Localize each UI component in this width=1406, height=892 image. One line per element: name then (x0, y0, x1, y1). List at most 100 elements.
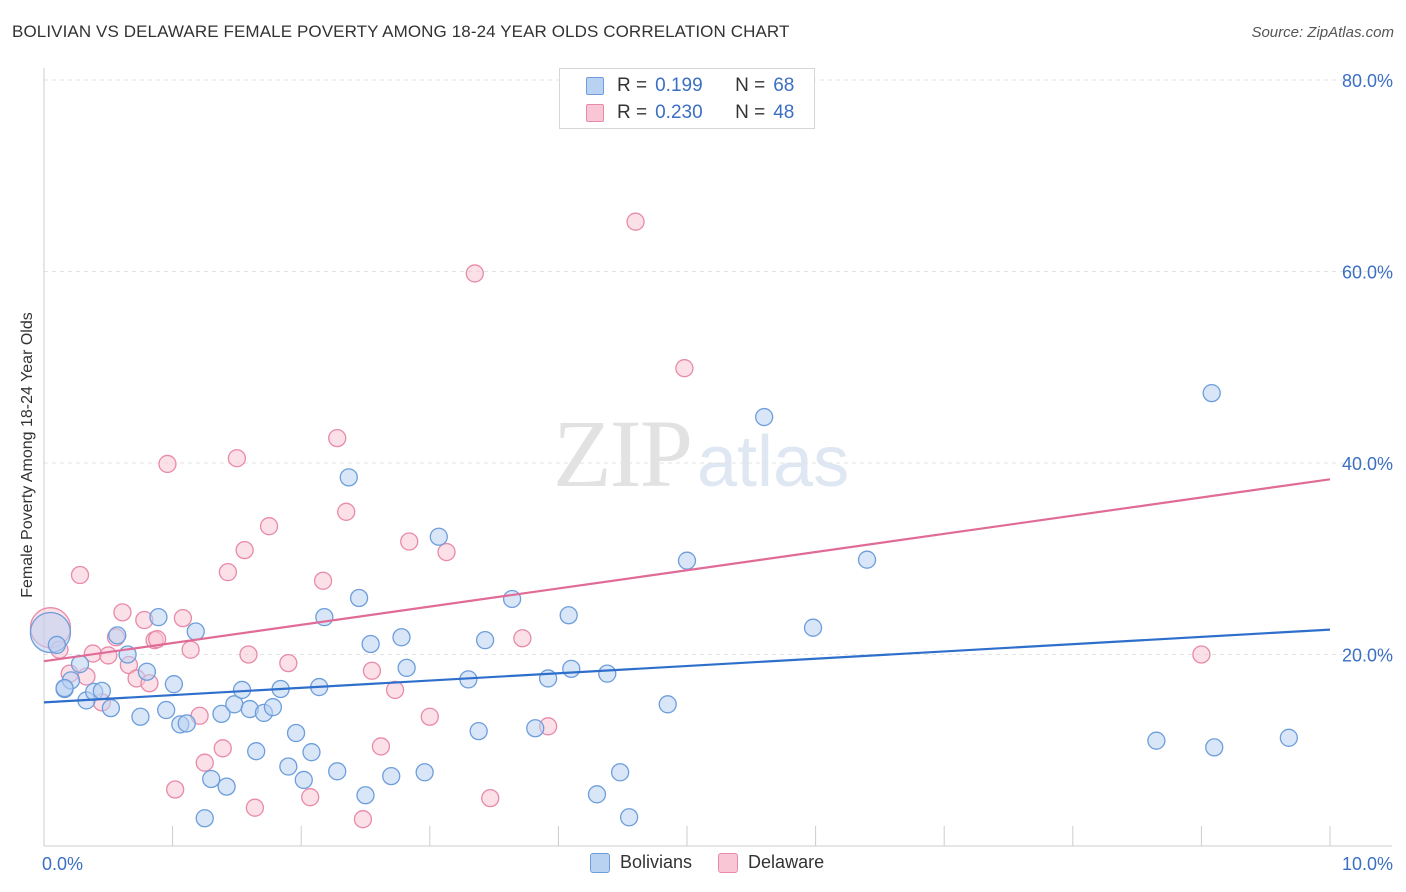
bolivians-point (108, 626, 127, 645)
delaware-point (70, 565, 90, 585)
legend-row-delaware: R = 0.230 N = 48 (586, 101, 794, 125)
stats-legend: R = 0.199 N = 68 R = 0.230 N = 48 (559, 68, 815, 129)
y-tick-label: 80.0% (1342, 71, 1393, 91)
bolivians-point (217, 777, 236, 796)
delaware-point (481, 788, 500, 808)
watermark: ZIPatlas (553, 398, 849, 509)
bolivians-point (587, 785, 607, 804)
bolivians-point (92, 681, 112, 701)
bolivians-point (70, 654, 90, 674)
grid-lines (44, 79, 1392, 655)
bolivians-point (1205, 738, 1224, 757)
bolivians-point (177, 714, 196, 733)
delaware-point (148, 630, 167, 649)
delaware-point (218, 563, 238, 582)
bolivians-point (328, 762, 347, 781)
legend-r-label: R = (617, 75, 648, 96)
bolivians-point (157, 700, 176, 720)
bolivians-point (562, 659, 581, 679)
legend-n-value: 48 (773, 102, 795, 123)
delaware-point (337, 502, 356, 521)
delaware-point (437, 542, 456, 562)
legend-n-value: 68 (773, 75, 795, 96)
bolivians-point (131, 707, 150, 726)
delaware-point (353, 810, 373, 829)
bolivians-point (47, 635, 67, 655)
bolivians-point (247, 742, 266, 761)
bolivians-point (286, 723, 306, 743)
delaware-point (400, 532, 419, 551)
bolivians-point (349, 588, 369, 608)
delaware-point (113, 603, 132, 622)
bolivians-point (1147, 731, 1166, 750)
bolivians-point (55, 678, 74, 698)
bolivians-point (559, 606, 578, 625)
bolivians-point (397, 658, 416, 678)
bolivians-point (1279, 728, 1298, 747)
legend-item-bolivians[interactable]: Bolivians (590, 852, 692, 873)
bolivians-point (339, 468, 358, 487)
x-tick-label: 10.0% (1342, 854, 1393, 874)
bolivians-point (857, 550, 877, 569)
y-tick-label: 20.0% (1342, 646, 1393, 666)
legend-n-label: N = (735, 102, 766, 123)
bolivians-point (361, 634, 380, 654)
legend-n-label: N = (735, 75, 766, 96)
bolivians-point (302, 743, 321, 762)
bolivians-trend-line (43, 628, 1331, 704)
legend-row-bolivians: R = 0.199 N = 68 (586, 74, 794, 98)
bolivians-point (195, 809, 214, 828)
bolivians-point (202, 769, 221, 789)
delaware-point (245, 798, 265, 817)
bolivians-point (658, 695, 677, 714)
bolivians-point (294, 770, 313, 790)
delaware-trend-line (43, 478, 1331, 663)
bolivians-point (1202, 383, 1221, 403)
legend-label-bolivians: Bolivians (620, 852, 693, 872)
delaware-point (99, 646, 118, 665)
legend-swatch-delaware (718, 852, 739, 873)
delaware-point (301, 788, 320, 807)
chart-source: Source: ZipAtlas.com (1251, 24, 1394, 41)
delaware-point (328, 428, 347, 448)
delaware-points (29, 212, 1211, 829)
legend-r-value: 0.230 (655, 102, 703, 123)
y-tick-label: 40.0% (1342, 454, 1393, 474)
bolivians-point (619, 808, 639, 827)
delaware-point (675, 359, 694, 378)
bolivians-points (29, 383, 1298, 828)
delaware-point (239, 645, 258, 664)
bolivians-point (392, 628, 411, 647)
delaware-point (371, 737, 391, 756)
tick-labels: 20.0% 40.0% 60.0% 80.0% 0.0% 10.0% (42, 71, 1393, 874)
delaware-point (362, 661, 382, 680)
legend-label-delaware: Delaware (748, 852, 825, 872)
chart-title: BOLIVIAN VS DELAWARE FEMALE POVERTY AMON… (12, 22, 790, 41)
y-tick-label: 60.0% (1342, 263, 1393, 283)
bolivians-point (598, 664, 617, 683)
bolivians-point (803, 618, 823, 637)
delaware-point (181, 640, 200, 659)
watermark-atlas: atlas (697, 422, 850, 502)
delaware-point (313, 571, 333, 590)
delaware-point (227, 449, 247, 468)
bolivians-point (475, 630, 495, 650)
bolivians-point (263, 698, 283, 717)
bolivians-point (755, 407, 774, 427)
legend-item-delaware[interactable]: Delaware (718, 852, 824, 873)
bolivians-point (149, 608, 168, 627)
delaware-point (279, 653, 298, 673)
delaware-point (195, 753, 214, 772)
delaware-point (235, 540, 254, 560)
delaware-point (626, 212, 645, 231)
delaware-point (513, 629, 532, 648)
trend-lines (43, 478, 1331, 704)
bolivians-point (502, 589, 522, 609)
bolivians-point (677, 551, 697, 570)
delaware-point (1192, 645, 1211, 664)
delaware-point (259, 517, 279, 536)
delaware-point (385, 680, 405, 700)
bolivians-point (101, 698, 121, 718)
bolivians-point (164, 675, 184, 694)
